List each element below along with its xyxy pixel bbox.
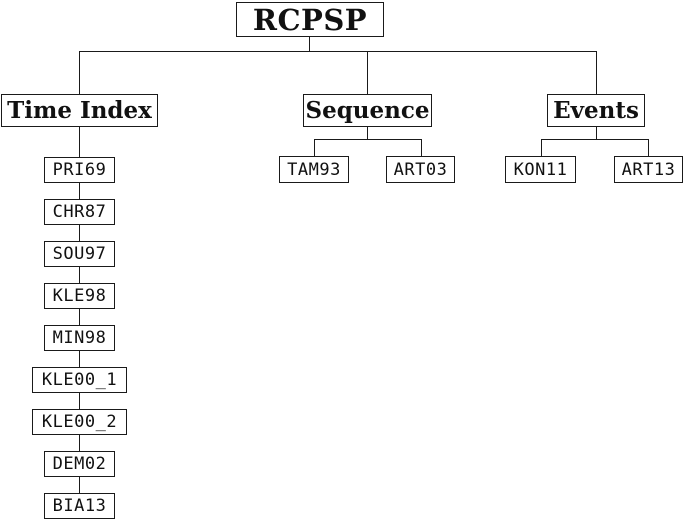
branch-node-time-index: Time Index [1,94,158,127]
connector-line [314,139,315,156]
connector-line [648,139,649,156]
leaf-node-kon11: KON11 [505,156,576,183]
leaf-node-chr87: CHR87 [44,199,115,225]
connector-line [541,139,649,140]
leaf-node-art13: ART13 [614,156,683,183]
connector-line [596,127,597,139]
leaf-node-tam93: TAM93 [279,156,349,183]
leaf-node-bia13: BIA13 [44,493,115,519]
connector-line [367,51,368,94]
leaf-node-kle00-2: KLE00_2 [32,409,127,435]
root-node-rcpsp: RCPSP [236,2,384,37]
leaf-node-pri69: PRI69 [44,157,115,183]
connector-line [79,51,80,94]
connector-line [421,139,422,156]
leaf-node-min98: MIN98 [44,325,115,351]
leaf-node-kle00-1: KLE00_1 [32,367,127,393]
connector-line [79,51,597,52]
connector-line [309,37,310,51]
leaf-node-sou97: SOU97 [44,241,115,267]
connector-line [79,127,80,493]
connector-line [541,139,542,156]
connector-line [367,127,368,139]
connector-line [596,51,597,94]
connector-line [314,139,422,140]
leaf-node-dem02: DEM02 [44,451,115,477]
leaf-node-kle98: KLE98 [44,283,115,309]
leaf-node-art03: ART03 [386,156,455,183]
branch-node-events: Events [547,94,645,127]
branch-node-sequence: Sequence [303,94,432,127]
